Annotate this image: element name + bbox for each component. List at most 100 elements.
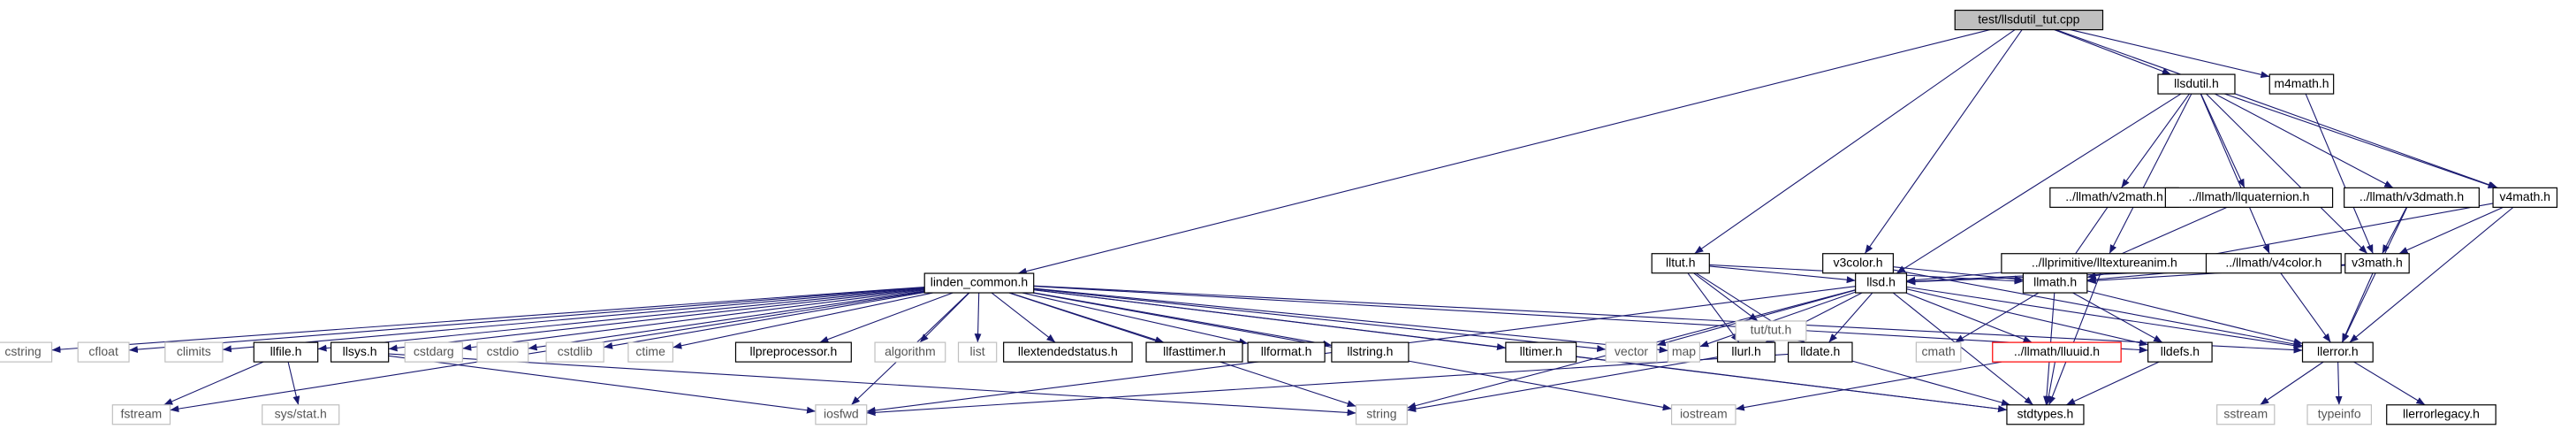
include-edge: [1407, 356, 1718, 413]
node-box: [262, 404, 340, 425]
node-box: [874, 341, 946, 363]
node-label: fstream: [121, 406, 163, 420]
node-box: [2164, 187, 2334, 208]
node-label: test/llsdutil_tut.cpp: [1978, 11, 2079, 26]
include-edge: [1033, 288, 1607, 352]
node-label: llerror.h: [2317, 344, 2359, 358]
node-box: [1331, 341, 1410, 363]
include-edge: [604, 292, 925, 349]
include-edge: [866, 353, 1789, 417]
node-box: [1003, 341, 1133, 363]
include-edge: [2224, 93, 2497, 188]
node-label: map: [1672, 344, 1696, 358]
node-label: v3math.h: [2352, 255, 2403, 269]
node-label: llsd.h: [1866, 275, 1896, 289]
node-label: lltut.h: [1666, 255, 1695, 269]
include-edge: [2398, 206, 2504, 255]
node-label: llfile.h: [270, 344, 302, 358]
include-edge: [1576, 356, 2008, 413]
node-box: [2386, 404, 2496, 425]
node-box: [2301, 341, 2374, 363]
include-edge: [388, 355, 816, 414]
include-edge: [1893, 266, 2024, 283]
include-edge: [1033, 285, 2303, 354]
node-box: [815, 404, 868, 425]
node-box: [2022, 272, 2088, 294]
node-box: [1247, 341, 1326, 363]
node-box: [627, 341, 674, 363]
node-box: [2306, 404, 2373, 425]
include-edge: [163, 361, 264, 406]
include-edge: [528, 290, 925, 351]
include-edge: [1709, 265, 1856, 284]
node-box: [111, 404, 171, 425]
node-box: [2344, 187, 2480, 208]
include-edge: [2070, 29, 2270, 79]
include-edge: [222, 287, 925, 353]
node-box: [253, 341, 319, 363]
include-edge: [1687, 272, 1740, 343]
node-label: sstream: [2223, 406, 2268, 420]
include-edge: [2086, 290, 2303, 345]
node-label: ../llmath/v2math.h: [2065, 189, 2163, 203]
node-label: cmath: [1922, 344, 1956, 358]
node-label: vector: [1615, 344, 1648, 358]
node-label: llsdutil.h: [2174, 76, 2219, 90]
node-box: [476, 341, 529, 363]
include-edge: [2215, 93, 2394, 188]
edges: [51, 29, 2514, 417]
node-box: [1670, 404, 1736, 425]
include-edge: [2260, 361, 2324, 406]
node-label: string: [1366, 406, 1396, 420]
include-edge: [1896, 93, 2182, 274]
include-edge: [1905, 292, 2033, 343]
include-edge: [2109, 93, 2192, 254]
node-label: ctime: [635, 344, 665, 358]
include-edge: [2206, 93, 2368, 255]
include-edge: [1954, 292, 2040, 343]
include-edge: [51, 286, 925, 353]
include-edge: [2200, 93, 2270, 254]
node-label: linden_common.h: [931, 275, 1029, 289]
include-edge: [1893, 269, 2303, 348]
include-edge: [991, 292, 1056, 343]
node-box: [1505, 341, 1577, 363]
node-box: [2006, 404, 2085, 425]
include-edge: [2305, 93, 2374, 254]
node-box: [1716, 341, 1776, 363]
include-edge: [2335, 362, 2343, 405]
node-label: llfasttimer.h: [1163, 344, 1226, 358]
include-edge: [672, 292, 933, 349]
include-edge: [1656, 289, 1856, 347]
include-edge: [1906, 288, 2148, 347]
include-edge: [2045, 362, 2055, 405]
include-edge: [462, 289, 925, 351]
node-label: cstdarg: [414, 344, 454, 358]
node-box: [1992, 341, 2122, 363]
node-box: [957, 341, 998, 363]
node-box: [0, 341, 53, 363]
node-label: climits: [177, 344, 211, 358]
include-edge: [287, 361, 300, 405]
include-edge: [974, 293, 982, 343]
include-edge: [2349, 206, 2514, 343]
node-label: typeinfo: [2318, 406, 2361, 420]
node-box: [1915, 341, 1962, 363]
node-box: [2205, 253, 2342, 274]
node-label: llurl.h: [1731, 344, 1760, 358]
node-label: m4math.h: [2274, 76, 2329, 90]
include-edge: [1699, 291, 1856, 348]
node-label: cstdlib: [558, 344, 593, 358]
include-edge: [1693, 272, 1759, 322]
node-label: lldate.h: [1800, 344, 1840, 358]
node-label: llextendedstatus.h: [1018, 344, 1118, 358]
node-label: llmath.h: [2033, 275, 2077, 289]
include-edge: [1735, 361, 2002, 411]
include-edge: [2055, 29, 2498, 188]
include-edge: [2054, 29, 2171, 75]
node-label: llerrorlegacy.h: [2403, 406, 2480, 420]
include-edge: [2382, 207, 2407, 254]
include-edge: [1033, 292, 1333, 348]
include-edge: [919, 292, 970, 343]
